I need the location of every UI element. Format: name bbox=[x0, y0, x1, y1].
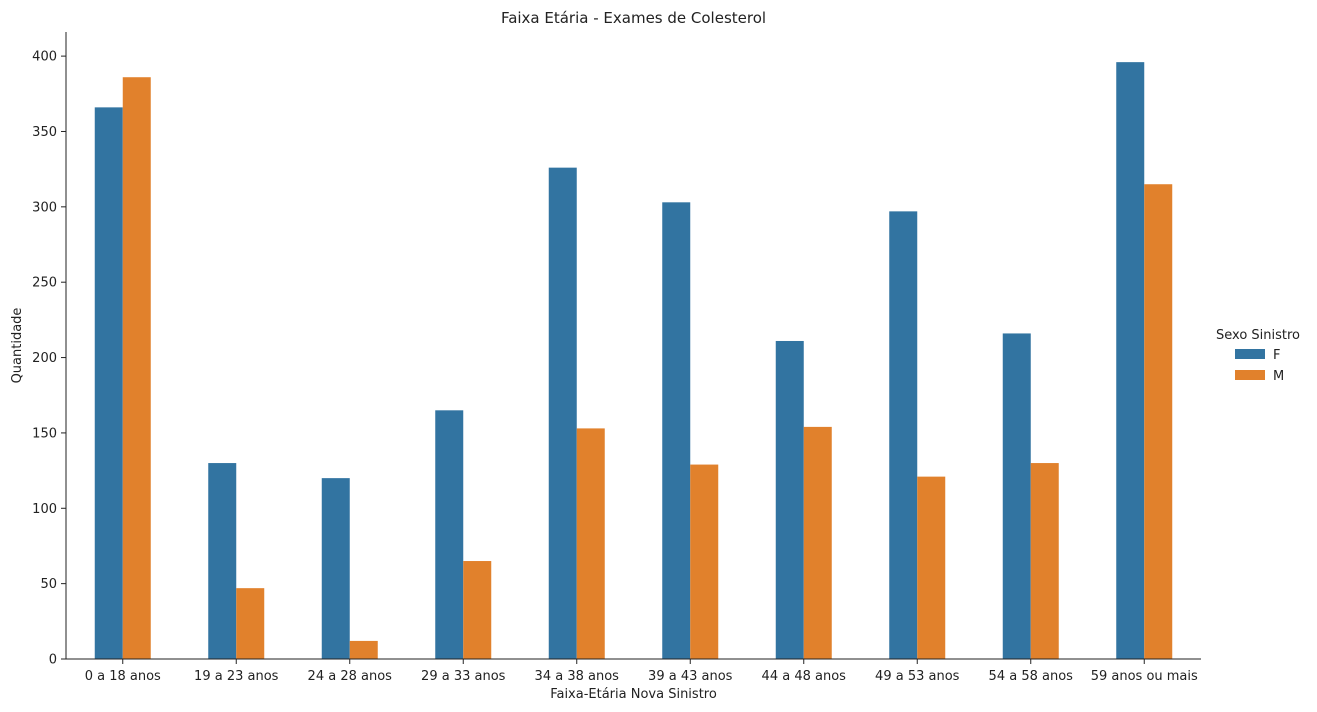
legend-swatch-f bbox=[1235, 349, 1265, 359]
y-tick-label: 50 bbox=[40, 577, 57, 592]
y-tick-label: 400 bbox=[32, 50, 57, 65]
bar-m-8 bbox=[1030, 463, 1059, 659]
x-tick-label: 19 a 23 anos bbox=[194, 669, 279, 684]
y-axis-ticks: 0 50 100 150 200 250 300 350 400 bbox=[32, 50, 66, 668]
bar-f-9 bbox=[1116, 62, 1145, 660]
bar-m-3 bbox=[463, 561, 492, 659]
legend: Sexo Sinistro FM bbox=[1216, 328, 1300, 384]
x-axis-ticks: 0 a 18 anos 19 a 23 anos 24 a 28 anos 29 a … bbox=[85, 659, 1198, 684]
bar-m-7 bbox=[917, 476, 946, 659]
bar-m-4 bbox=[576, 428, 605, 659]
x-tick-label: 24 a 28 anos bbox=[308, 669, 393, 684]
y-tick-label: 350 bbox=[32, 125, 57, 140]
y-tick-label: 0 bbox=[49, 653, 57, 668]
bar-f-0 bbox=[94, 107, 123, 659]
x-axis-label: Faixa-Etária Nova Sinistro bbox=[550, 687, 717, 702]
bar-m-2 bbox=[349, 640, 378, 659]
y-tick-label: 250 bbox=[32, 276, 57, 291]
x-tick-label: 29 a 33 anos bbox=[421, 669, 506, 684]
y-tick-label: 100 bbox=[32, 502, 57, 517]
bar-f-1 bbox=[208, 463, 237, 659]
bar-f-5 bbox=[662, 202, 691, 659]
bar-f-3 bbox=[435, 410, 464, 659]
x-tick-label: 44 a 48 anos bbox=[762, 669, 847, 684]
x-tick-label: 0 a 18 anos bbox=[85, 669, 161, 684]
bar-m-9 bbox=[1144, 184, 1173, 659]
bar-m-5 bbox=[690, 464, 719, 659]
y-tick-label: 200 bbox=[32, 351, 57, 366]
x-tick-label: 54 a 58 anos bbox=[989, 669, 1074, 684]
chart-title: Faixa Etária - Exames de Colesterol bbox=[501, 9, 766, 27]
bar-f-4 bbox=[548, 167, 577, 659]
y-tick-label: 300 bbox=[32, 200, 57, 215]
bar-f-8 bbox=[1002, 333, 1031, 659]
bar-f-6 bbox=[775, 340, 804, 659]
x-tick-label: 49 a 53 anos bbox=[875, 669, 960, 684]
bar-m-0 bbox=[122, 77, 151, 659]
x-tick-label: 34 a 38 anos bbox=[535, 669, 620, 684]
legend-label-f: F bbox=[1273, 348, 1280, 363]
bar-f-7 bbox=[889, 211, 918, 660]
bars-group bbox=[94, 62, 1173, 660]
legend-label-m: M bbox=[1273, 369, 1284, 384]
legend-title: Sexo Sinistro bbox=[1216, 328, 1300, 343]
y-tick-label: 150 bbox=[32, 426, 57, 441]
bar-f-2 bbox=[321, 478, 350, 659]
y-axis-label: Quantidade bbox=[10, 308, 25, 384]
bar-m-6 bbox=[803, 426, 832, 659]
legend-swatch-m bbox=[1235, 370, 1265, 380]
x-tick-label: 59 anos ou mais bbox=[1091, 669, 1198, 684]
bar-m-1 bbox=[236, 588, 265, 659]
x-tick-label: 39 a 43 anos bbox=[648, 669, 733, 684]
